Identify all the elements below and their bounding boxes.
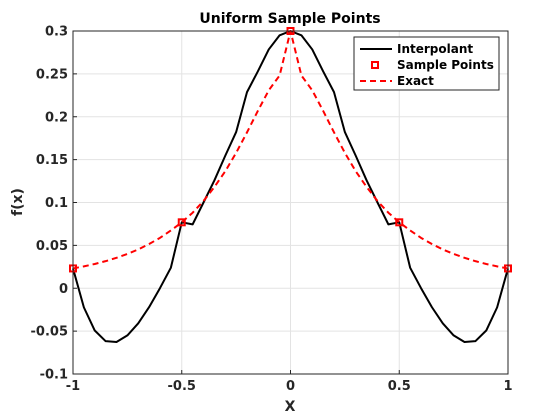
y-tick-label: 0.25 — [36, 67, 68, 82]
y-tick-label: 0.05 — [36, 239, 68, 254]
x-axis-title: X — [285, 399, 296, 415]
y-tick-label: -0.05 — [31, 325, 68, 340]
chart-title: Uniform Sample Points — [199, 11, 380, 27]
x-tick-label: 1 — [503, 379, 512, 394]
legend-label-interpolant: Interpolant — [397, 42, 473, 56]
legend-swatch-sample-points — [371, 61, 379, 69]
sample-point-marker — [395, 218, 404, 227]
legend-label-exact: Exact — [397, 74, 434, 88]
x-tick-label: 0.5 — [388, 379, 411, 394]
x-tick-label: -0.5 — [168, 379, 196, 394]
y-tick-label: 0.2 — [45, 110, 68, 125]
x-tick-label: 0 — [286, 379, 295, 394]
y-tick-label: 0.15 — [36, 153, 68, 168]
x-tick-label: -1 — [66, 379, 80, 394]
y-tick-label: 0.3 — [45, 25, 68, 40]
legend-label-sample-points: Sample Points — [397, 58, 494, 72]
legend: Interpolant Sample Points Exact — [353, 36, 500, 91]
tick-labels: -1 -0.5 0 0.5 1 -0.1 -0.05 0 0.05 0.1 0.15 0.2 0.25 0… — [31, 25, 513, 395]
y-tick-label: -0.1 — [40, 368, 68, 383]
ticks — [72, 30, 509, 375]
sample-point-marker — [177, 218, 186, 227]
y-tick-label: 0.1 — [45, 196, 68, 211]
y-tick-label: 0 — [59, 282, 68, 297]
y-axis-title: f(x) — [10, 188, 26, 216]
